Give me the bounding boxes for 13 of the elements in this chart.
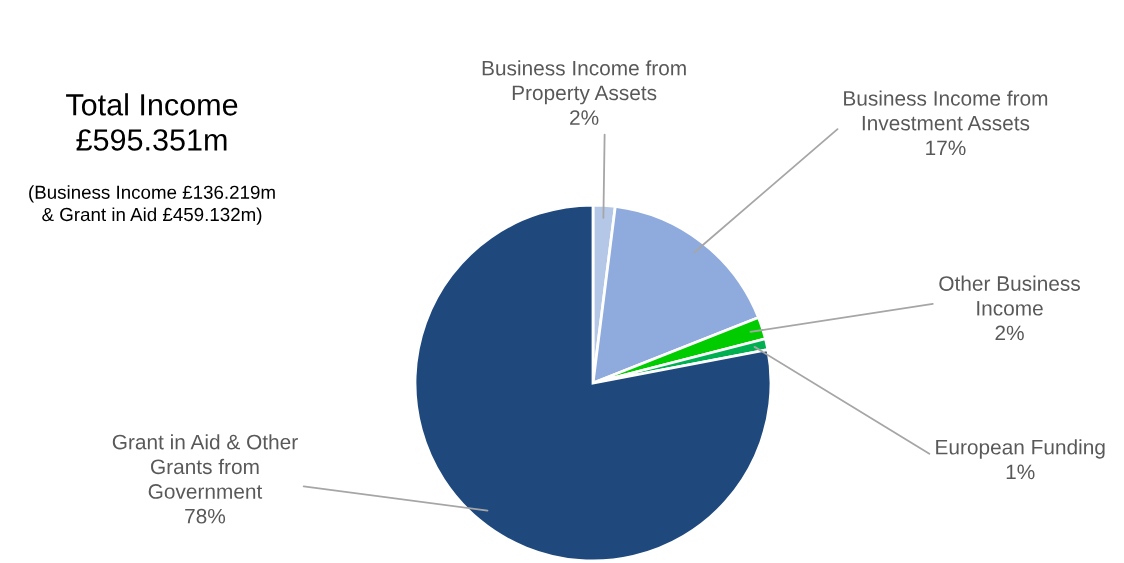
pie-slice [413, 203, 773, 563]
data-label: 78% [185, 508, 226, 524]
text: Total Income £595.351m [66, 93, 238, 151]
data-label: 17% [926, 140, 966, 156]
slice-label: Grant in Aid & Other Grants from Government [112, 434, 298, 499]
text: (Business Income £136.219m & Grant in Aid £459.132m) [29, 185, 275, 225]
slice-label: Other Business Income [939, 275, 1080, 316]
data-label: 2% [995, 325, 1024, 341]
data-label: 2% [570, 110, 599, 125]
slice-label: Business Income from Property Assets [482, 60, 686, 105]
slice-label: Business Income from Investment Assets [844, 90, 1048, 131]
data-label: 1% [1006, 464, 1035, 480]
slice-label: European Funding [936, 439, 1105, 459]
